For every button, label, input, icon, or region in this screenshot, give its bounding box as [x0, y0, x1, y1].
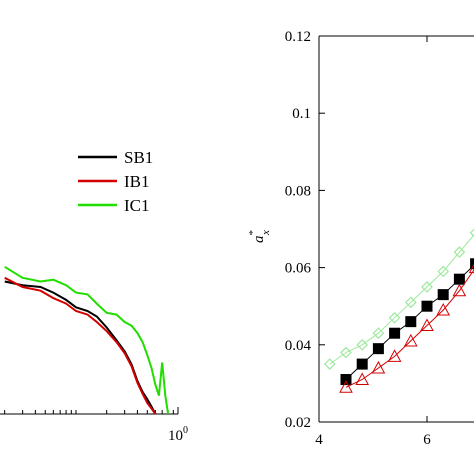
marker-diamond: [437, 265, 450, 278]
series-line-triangle: [345, 269, 474, 388]
marker-diamond: [356, 338, 369, 351]
marker-diamond: [469, 228, 474, 238]
right-y-tick-label: 0.12: [285, 29, 311, 45]
marker-diamond: [372, 327, 385, 340]
right-y-tick-label: 0.08: [285, 183, 311, 199]
marker-square: [453, 273, 465, 285]
marker-diamond: [421, 281, 433, 293]
marker-triangle: [387, 349, 402, 362]
right-y-axis-label: a*x: [247, 230, 272, 243]
left-chart-panel: 100 SB1 IB1 IC1: [0, 148, 188, 444]
marker-diamond: [404, 296, 417, 309]
marker-triangle: [355, 372, 370, 386]
right-x-tick-label: 4: [315, 432, 323, 448]
right-chart-panel: 0.02 0.04 0.06 0.08 0.1 0.12 4 6 a*x: [247, 29, 474, 448]
marker-triangle: [339, 380, 353, 393]
right-y-tick-label: 0.1: [292, 106, 311, 122]
series-line-IB1: [4, 276, 157, 414]
marker-square: [340, 374, 352, 386]
legend-label-IC1: IC1: [124, 196, 150, 215]
right-y-tick-label: 0.04: [285, 338, 312, 354]
marker-triangle: [436, 303, 451, 316]
right-x-tick-label: 6: [423, 432, 431, 448]
marker-triangle: [468, 263, 474, 274]
marker-diamond: [340, 346, 352, 359]
marker-triangle: [452, 283, 467, 297]
marker-square: [372, 343, 384, 355]
marker-triangle: [371, 360, 386, 374]
marker-square: [389, 327, 401, 339]
series-line-IC1: [4, 265, 170, 414]
legend: SB1 IB1 IC1: [78, 148, 153, 215]
marker-square: [356, 358, 368, 370]
marker-diamond: [388, 311, 401, 324]
marker-triangle: [403, 333, 418, 347]
marker-square: [421, 300, 433, 312]
series-line-diamond: [329, 234, 474, 365]
series-line-SB1: [4, 280, 157, 414]
legend-label-IB1: IB1: [124, 172, 150, 191]
series-line-square: [345, 264, 474, 380]
marker-square: [437, 289, 449, 301]
right-y-tick-label: 0.02: [285, 415, 311, 431]
marker-diamond: [453, 246, 466, 259]
marker-diamond: [323, 358, 336, 370]
right-y-tick-label: 0.06: [285, 261, 312, 277]
marker-square: [470, 258, 474, 270]
marker-triangle: [420, 318, 434, 331]
legend-label-SB1: SB1: [124, 148, 153, 167]
marker-square: [405, 316, 417, 328]
left-x-tick-label: 100: [168, 425, 188, 444]
